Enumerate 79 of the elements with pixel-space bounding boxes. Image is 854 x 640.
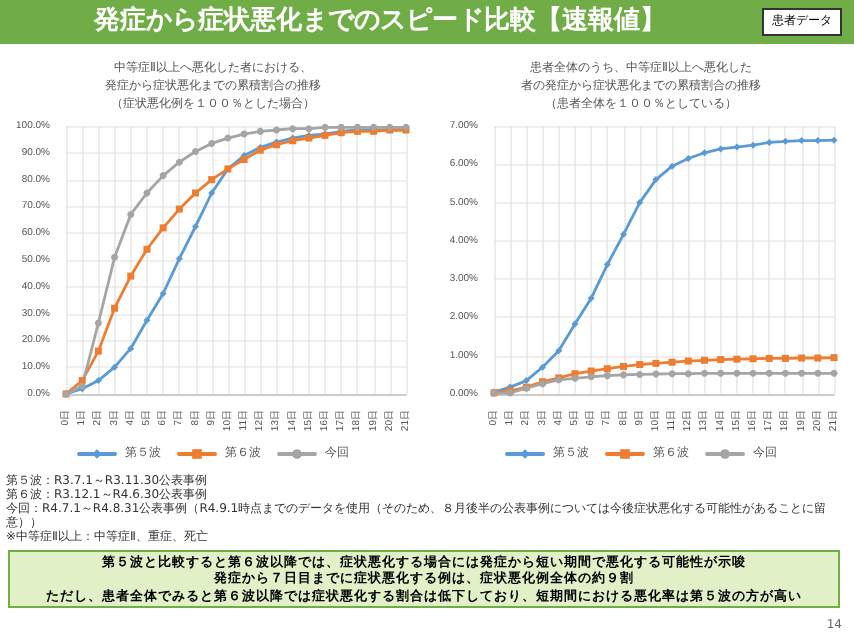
point — [620, 371, 628, 379]
point — [781, 369, 789, 377]
point — [636, 199, 644, 207]
point — [127, 210, 135, 218]
point — [814, 137, 822, 145]
point — [620, 362, 628, 370]
point — [603, 365, 611, 373]
point — [143, 245, 151, 253]
point — [587, 294, 595, 302]
point — [652, 370, 660, 378]
point — [522, 377, 530, 385]
point — [749, 355, 757, 363]
point — [765, 369, 773, 377]
point — [749, 141, 757, 149]
point — [765, 354, 773, 362]
point — [159, 290, 167, 297]
point — [192, 189, 200, 197]
point — [94, 377, 102, 385]
point — [127, 344, 135, 352]
point — [192, 223, 200, 230]
point — [798, 354, 806, 362]
point — [781, 354, 789, 362]
point — [652, 359, 660, 367]
point — [765, 138, 773, 146]
point — [620, 230, 628, 238]
point — [684, 155, 692, 163]
point — [684, 357, 692, 365]
point — [289, 125, 297, 133]
point — [143, 316, 151, 324]
point — [603, 261, 611, 269]
point — [272, 126, 280, 134]
point — [814, 354, 822, 362]
point — [192, 147, 200, 155]
point — [555, 347, 563, 355]
point — [159, 172, 167, 180]
point — [175, 158, 183, 166]
point — [305, 125, 313, 133]
point — [208, 176, 216, 184]
point — [636, 361, 644, 369]
point — [208, 139, 216, 147]
point — [111, 304, 119, 312]
point — [159, 224, 167, 232]
point — [798, 369, 806, 377]
point — [571, 320, 579, 328]
point — [700, 356, 708, 364]
point — [830, 369, 838, 377]
point — [652, 176, 660, 184]
point — [668, 358, 676, 366]
chart-title: 発症から症状悪化までのスピード比較【速報値】 — [91, 6, 668, 38]
point — [684, 370, 692, 378]
point — [175, 255, 183, 263]
point — [539, 363, 547, 371]
point — [321, 123, 329, 131]
point — [208, 189, 216, 197]
point — [733, 143, 741, 151]
point — [256, 127, 264, 135]
point — [175, 205, 183, 213]
point — [668, 370, 676, 378]
point — [94, 347, 102, 355]
point — [814, 369, 822, 377]
point — [717, 369, 725, 377]
point — [127, 272, 135, 280]
point — [733, 355, 741, 363]
point — [700, 369, 708, 377]
point — [603, 372, 611, 380]
point — [587, 373, 595, 381]
point — [94, 319, 102, 327]
point — [830, 354, 838, 362]
point — [749, 369, 757, 377]
point — [111, 253, 119, 261]
point — [781, 137, 789, 145]
point — [798, 137, 806, 145]
point — [111, 363, 119, 371]
point — [636, 370, 644, 378]
point — [830, 136, 838, 144]
point — [700, 149, 708, 157]
point — [717, 356, 725, 364]
point — [733, 369, 741, 377]
point — [668, 162, 676, 170]
